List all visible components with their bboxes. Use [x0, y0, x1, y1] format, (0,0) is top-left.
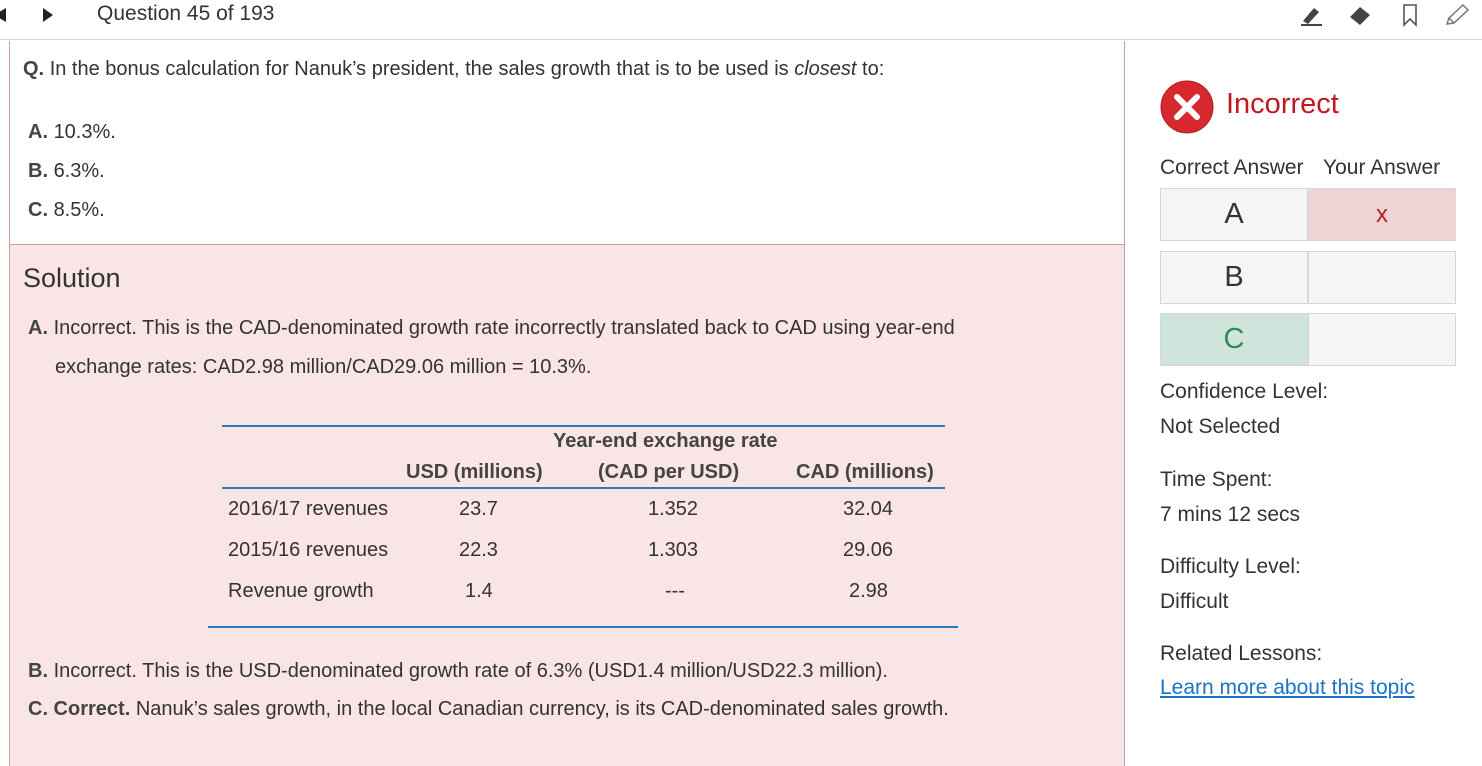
table-cell-usd: 22.3: [459, 539, 498, 561]
option-text: 6.3%.: [53, 160, 105, 182]
answer-cell-b: B: [1160, 251, 1308, 304]
eraser-icon[interactable]: [1347, 3, 1373, 27]
your-answer-cell-b: [1308, 251, 1456, 304]
solution-b-text: Incorrect. This is the USD-denominated g…: [53, 660, 888, 682]
table-cell-cad: 2.98: [849, 580, 888, 602]
question-counter: Question 45 of 193: [97, 2, 275, 25]
answer-cell-c: C: [1160, 313, 1308, 366]
table-cell-usd: 23.7: [459, 498, 498, 520]
answer-cell-a: A: [1160, 188, 1308, 241]
difficulty-value: Difficult: [1160, 590, 1229, 613]
related-lessons-label: Related Lessons:: [1160, 642, 1323, 665]
correct-answer-header: Correct Answer: [1160, 156, 1304, 179]
confidence-value: Not Selected: [1160, 415, 1281, 438]
next-question-icon[interactable]: [43, 8, 55, 22]
solution-a-letter: A.: [28, 317, 48, 339]
your-answer-cell-a: x: [1308, 188, 1456, 241]
table-top-rule: [222, 425, 945, 427]
incorrect-icon: [1160, 80, 1214, 134]
table-cell-rate: 1.303: [648, 539, 699, 561]
table-cell-rate: 1.352: [648, 498, 699, 520]
option-text: 10.3%.: [53, 121, 116, 143]
table-row-label: 2015/16 revenues: [228, 539, 389, 561]
confidence-label: Confidence Level:: [1160, 380, 1329, 403]
solution-b-letter: B.: [28, 660, 48, 682]
option-letter: A.: [28, 121, 48, 143]
question-body: In the bonus calculation for Nanuk’s pre…: [49, 58, 789, 80]
result-status: Incorrect: [1226, 88, 1339, 120]
table-group-header: Year-end exchange rate: [553, 430, 778, 452]
table-cell-rate: ---: [665, 580, 685, 602]
question-tail: to:: [862, 58, 885, 80]
question-emphasis: closest: [794, 58, 857, 80]
question-prefix: Q.: [23, 58, 45, 80]
bookmark-icon[interactable]: [1397, 3, 1423, 27]
table-bottom-rule: [208, 626, 958, 628]
option-a[interactable]: A. 10.3%.: [28, 121, 116, 144]
option-letter: B.: [28, 160, 48, 182]
table-cell-cad: 29.06: [843, 539, 894, 561]
table-header-rate: (CAD per USD): [598, 461, 740, 483]
solution-title: Solution: [23, 263, 121, 293]
previous-question-icon[interactable]: [0, 8, 10, 22]
option-letter: C.: [28, 199, 48, 221]
table-cell-cad: 32.04: [843, 498, 894, 520]
result-sidebar: Incorrect Correct Answer Your Answer A x…: [1126, 41, 1482, 766]
table-header-usd: USD (millions): [406, 461, 543, 483]
option-c[interactable]: C. 8.5%.: [28, 199, 105, 222]
time-label: Time Spent:: [1160, 468, 1273, 491]
time-value: 7 mins 12 secs: [1160, 503, 1301, 526]
solution-pane: Solution A. Incorrect. This is the CAD-d…: [9, 245, 1125, 766]
difficulty-label: Difficulty Level:: [1160, 555, 1301, 578]
top-bar: Question 45 of 193: [0, 0, 1482, 40]
table-header-cad: CAD (millions): [796, 461, 934, 483]
table-cell-usd: 1.4: [465, 580, 493, 602]
solution-c-line: C. Correct. Nanuk’s sales growth, in the…: [28, 698, 949, 721]
your-answer-header: Your Answer: [1323, 156, 1441, 179]
pencil-icon[interactable]: [1444, 3, 1470, 27]
solution-a-line2: exchange rates: CAD2.98 million/CAD29.06…: [55, 356, 592, 378]
solution-a-text: Incorrect. This is the CAD-denominated g…: [53, 317, 955, 339]
option-b[interactable]: B. 6.3%.: [28, 160, 105, 183]
solution-b-line: B. Incorrect. This is the USD-denominate…: [28, 660, 888, 683]
table-header-rule: [222, 487, 945, 489]
table-row-label: 2016/17 revenues: [228, 498, 389, 520]
highlighter-icon[interactable]: [1298, 3, 1324, 27]
learn-more-link[interactable]: Learn more about this topic: [1160, 676, 1415, 699]
your-answer-cell-c: [1308, 313, 1456, 366]
table-row-label: Revenue growth: [228, 580, 374, 602]
option-text: 8.5%.: [53, 199, 105, 221]
solution-c-text: Nanuk’s sales growth, in the local Canad…: [135, 698, 949, 720]
solution-a-line1: A. Incorrect. This is the CAD-denominate…: [28, 317, 955, 340]
solution-c-letter: C. Correct.: [28, 698, 131, 720]
question-text: Q. In the bonus calculation for Nanuk’s …: [23, 58, 884, 81]
question-pane: Q. In the bonus calculation for Nanuk’s …: [9, 41, 1125, 245]
